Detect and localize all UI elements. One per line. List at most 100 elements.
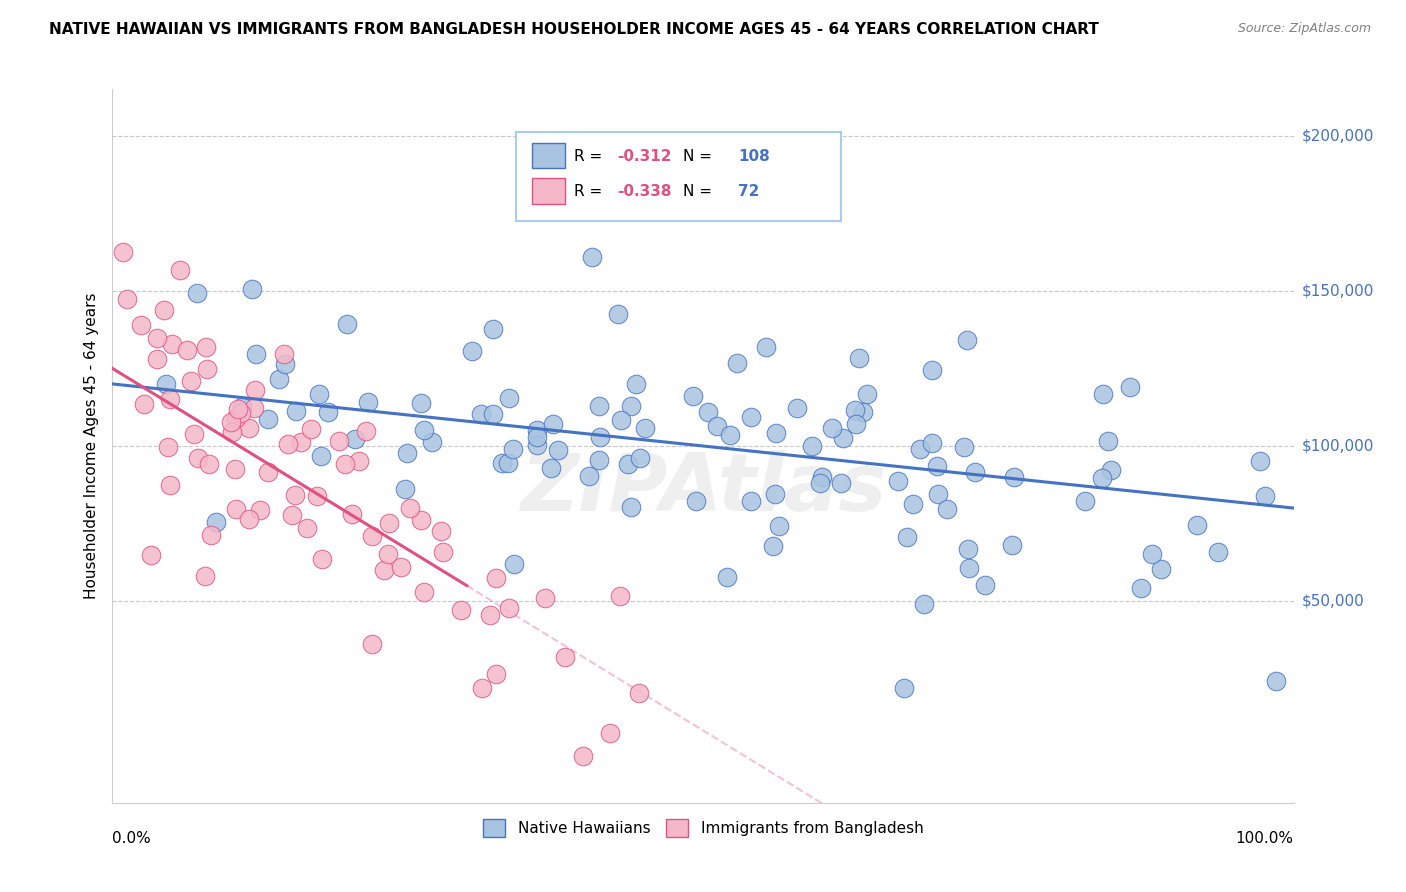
Point [187,450,209,465]
Point [413,423,436,437]
Point [801,439,824,453]
FancyBboxPatch shape [531,178,565,204]
Point [328,434,350,449]
Point [1140,548,1163,562]
Point [221,425,243,439]
Point [176,343,198,358]
Text: NATIVE HAWAIIAN VS IMMIGRANTS FROM BANGLADESH HOUSEHOLDER INCOME AGES 45 - 64 YE: NATIVE HAWAIIAN VS IMMIGRANTS FROM BANGL… [49,22,1099,37]
Point [540,460,562,475]
Point [221,416,243,430]
Point [634,420,657,434]
Point [273,357,295,371]
Point [599,726,621,740]
Point [896,530,918,544]
Point [160,336,183,351]
Point [845,417,868,432]
Point [195,361,218,376]
Point [285,404,308,418]
Point [399,501,422,516]
Point [740,409,762,424]
Point [626,376,648,391]
Point [194,569,217,583]
Point [844,403,866,417]
Point [204,515,226,529]
Point [706,418,728,433]
Legend: Native Hawaiians, Immigrants from Bangladesh: Native Hawaiians, Immigrants from Bangla… [475,811,931,845]
Point [420,434,443,449]
Point [588,399,610,413]
Point [1099,463,1122,477]
Point [186,286,208,301]
Point [479,607,502,622]
Point [768,518,790,533]
Point [609,590,631,604]
Point [496,456,519,470]
Point [354,424,377,438]
Point [1208,545,1230,559]
Point [340,507,363,521]
Point [1091,471,1114,485]
Text: R =: R = [574,149,607,164]
Point [129,318,152,332]
Point [111,244,134,259]
Point [1249,453,1271,467]
Point [257,411,280,425]
Text: $100,000: $100,000 [1302,439,1374,453]
Point [238,421,260,435]
Point [503,558,526,572]
Point [1129,582,1152,596]
Point [620,500,643,514]
Point [921,436,943,450]
Text: $200,000: $200,000 [1302,128,1374,144]
Point [299,421,322,435]
Point [305,489,328,503]
Point [755,340,778,354]
Text: N =: N = [683,185,717,200]
Point [245,383,267,397]
Point [377,547,399,561]
Point [927,486,949,500]
Point [526,423,548,437]
Point [485,571,508,585]
Text: $150,000: $150,000 [1302,284,1374,298]
Point [589,430,612,444]
Point [357,394,380,409]
Point [716,569,738,583]
Point [159,392,181,407]
Point [572,749,595,764]
Point [482,322,505,336]
Text: 72: 72 [738,185,759,200]
Point [238,512,260,526]
Point [183,426,205,441]
Point [627,685,650,699]
Point [155,377,177,392]
Point [311,450,333,464]
Point [169,263,191,277]
Point [1150,562,1173,576]
Point [159,477,181,491]
Point [912,597,935,611]
Point [810,475,832,490]
Point [547,442,569,457]
Point [1119,380,1142,394]
Text: N =: N = [683,149,717,164]
Point [607,307,630,321]
Point [957,541,980,556]
Point [910,442,932,457]
Point [588,452,610,467]
Point [267,372,290,386]
Point [470,408,492,422]
Point [290,435,312,450]
Point [395,445,418,459]
Point [533,591,555,605]
Point [409,513,432,527]
Point [541,417,564,431]
Point [581,250,603,264]
Point [146,351,169,366]
Point [620,399,643,413]
Point [762,540,785,554]
Text: 108: 108 [738,149,770,164]
Point [115,292,138,306]
Point [763,487,786,501]
Point [1097,434,1119,448]
